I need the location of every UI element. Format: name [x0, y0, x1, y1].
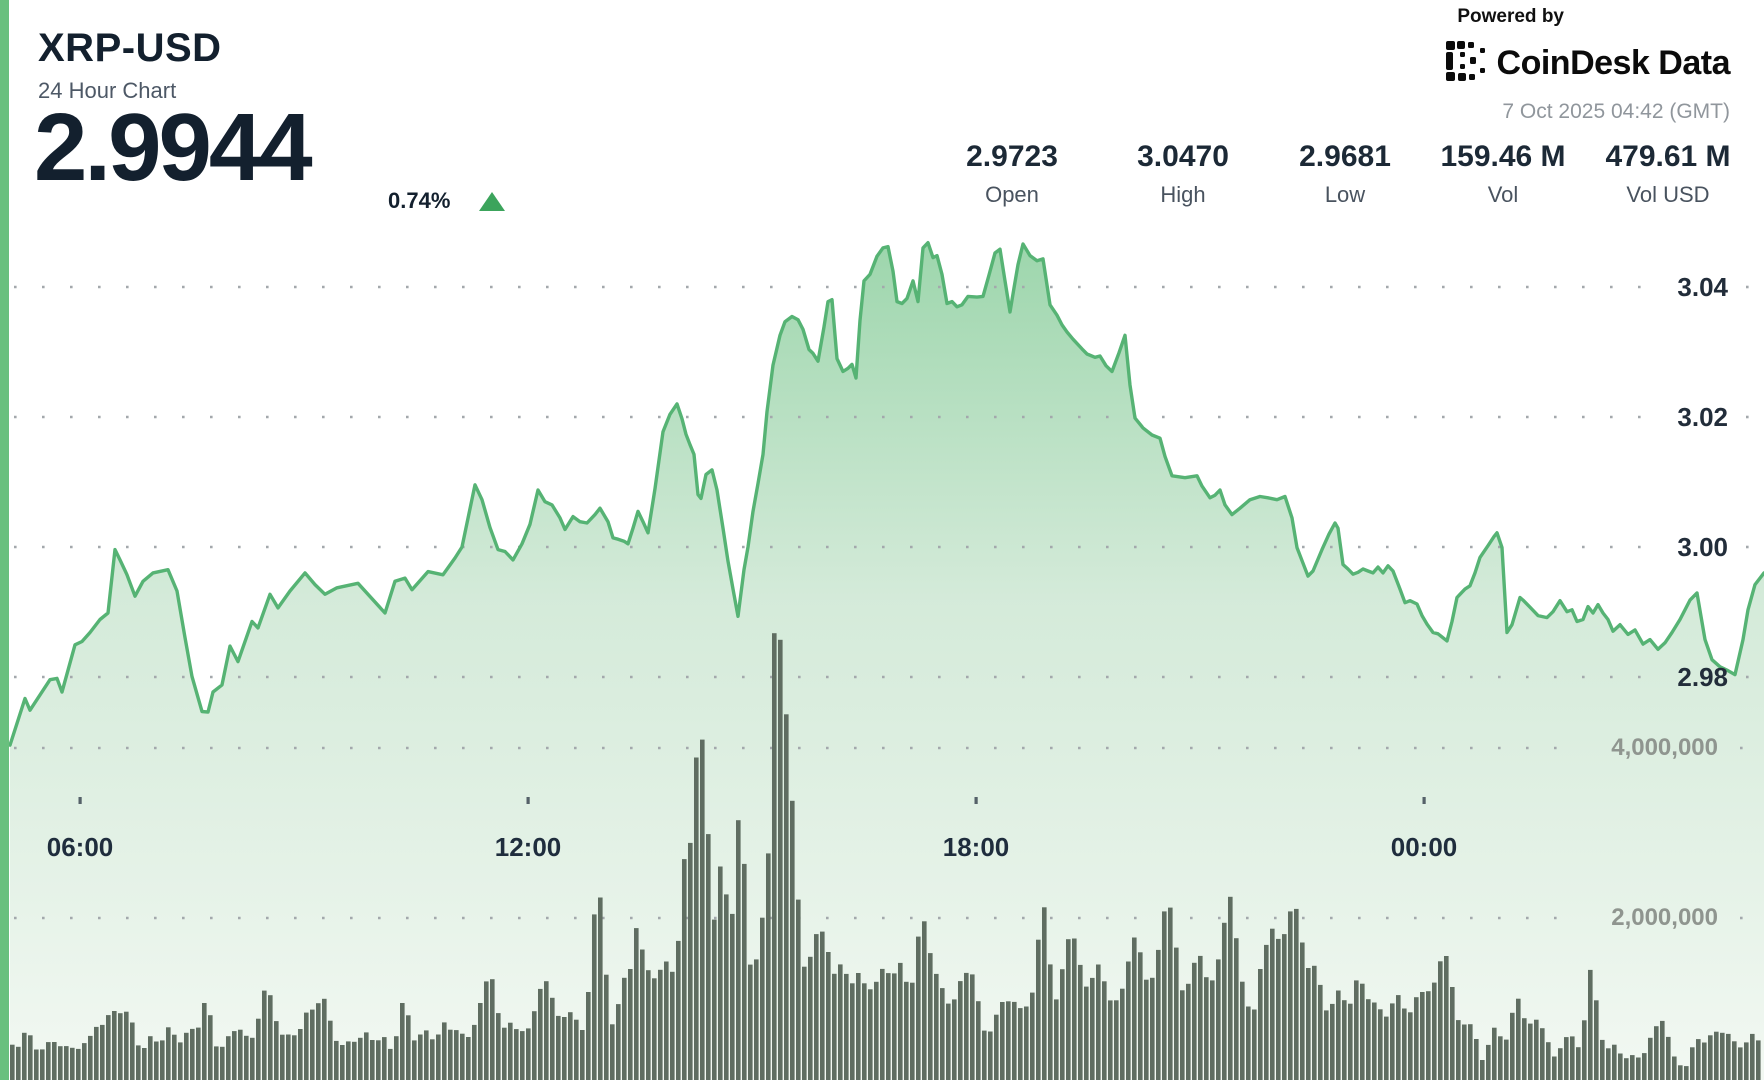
- time-axis-tick-0600: 06:00: [46, 832, 114, 862]
- price-axis-tick-3-02: 3.02: [1677, 402, 1728, 432]
- change-percent: 0.74%: [388, 188, 451, 213]
- price-axis-tick-3-04: 3.04: [1677, 272, 1728, 302]
- volume-axis-tick-4m: 4,000,000: [1611, 734, 1718, 761]
- last-price: 2.9944: [34, 94, 313, 201]
- price-axis-tick-3-00: 3.00: [1677, 532, 1728, 562]
- stat-vol-usd-value: 479.61 M: [1605, 140, 1731, 173]
- stat-open-value: 2.9723: [966, 140, 1058, 173]
- stat-vol-value: 159.46 M: [1440, 140, 1566, 173]
- stat-vol: 159.46 M Vol: [1440, 140, 1565, 208]
- chart-period-subtitle: 24 Hour Chart: [38, 78, 177, 103]
- stat-low-label: Low: [1324, 182, 1366, 207]
- up-arrow-icon: [479, 192, 505, 211]
- coindesk-logo-icon: [1445, 40, 1487, 87]
- stat-high-label: High: [1160, 182, 1206, 207]
- stat-vol-usd-label: Vol USD: [1626, 182, 1710, 207]
- symbol-title: XRP-USD: [38, 26, 222, 70]
- stat-open: 2.9723 Open: [966, 140, 1058, 208]
- stat-vol-usd: 479.61 M Vol USD: [1605, 140, 1730, 208]
- stat-open-label: Open: [985, 182, 1039, 207]
- time-axis-tick-1200: 12:00: [494, 832, 562, 862]
- coindesk-logo: CoinDesk Data: [1445, 40, 1731, 87]
- stat-low: 2.9681 Low: [1299, 140, 1391, 208]
- price-axis-tick-2-98: 2.98: [1677, 662, 1728, 692]
- stat-high-value: 3.0470: [1137, 140, 1229, 173]
- time-axis-tick-0000: 00:00: [1390, 832, 1458, 862]
- stat-high: 3.0470 High: [1137, 140, 1229, 208]
- volume-axis-tick-2m: 2,000,000: [1611, 904, 1718, 931]
- left-accent-bar: [0, 0, 9, 1080]
- stat-vol-label: Vol: [1487, 182, 1519, 207]
- chart-timestamp: 7 Oct 2025 04:42 (GMT): [1502, 100, 1730, 123]
- stat-low-value: 2.9681: [1299, 140, 1391, 173]
- coindesk-brand-text: CoinDesk Data: [1496, 44, 1731, 82]
- powered-by-label: Powered by: [1457, 6, 1564, 27]
- time-axis-tick-1800: 18:00: [942, 832, 1010, 862]
